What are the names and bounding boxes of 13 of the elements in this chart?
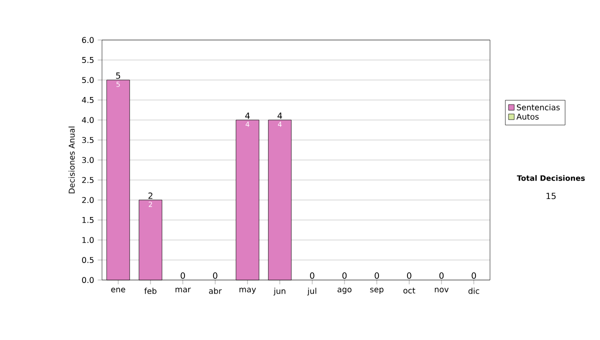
total-label: 0 — [213, 272, 218, 279]
total-label: 0 — [342, 272, 347, 279]
total-label: 0 — [439, 272, 444, 279]
total-label: 0 — [374, 272, 379, 279]
total-label: 0 — [310, 272, 314, 279]
total-label: 5 — [116, 72, 120, 79]
total-label: 0 — [472, 272, 476, 279]
total-label: 2 — [148, 192, 152, 199]
total-label: 4 — [278, 112, 282, 119]
total-label: 0 — [407, 272, 412, 279]
total-label: 4 — [245, 112, 250, 119]
total-label: 0 — [180, 272, 185, 279]
text: 15 — [546, 192, 556, 200]
